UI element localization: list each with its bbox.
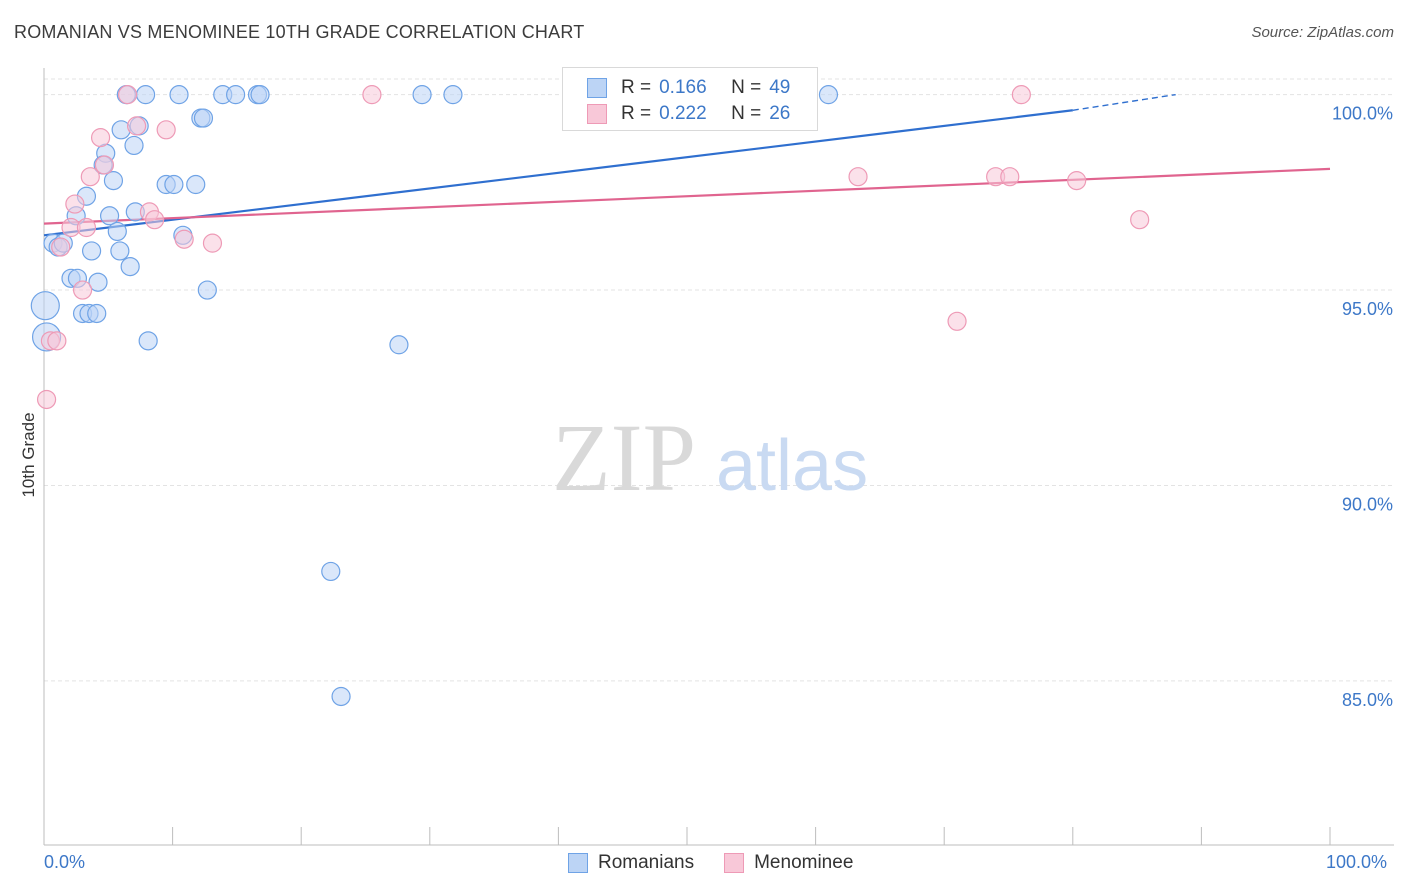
point-romanians [88,272,108,292]
point-menominee [76,217,97,238]
point-menominee [1000,167,1020,187]
point-romanians [250,85,270,105]
point-romanians [389,335,409,355]
y-tick-label: 95.0% [1342,299,1393,319]
point-menominee [947,311,967,331]
point-menominee [36,389,57,410]
point-menominee [156,120,176,140]
point-romanians [321,561,341,582]
point-romanians [107,221,127,242]
bottom-legend-swatch-romanians [568,853,588,873]
point-menominee [1011,85,1031,105]
bottom-legend-romanians: Romanians [568,852,694,874]
y-tick-label: 100.0% [1332,104,1393,124]
bottom-legend-label: Romanians [598,852,695,873]
legend-r-label: R = [621,77,652,98]
point-romanians [30,291,60,321]
point-romanians [164,174,184,195]
grid-layer [44,78,1394,682]
legend-swatch-menominee [587,104,607,124]
x-tick-label-min: 0.0% [44,852,86,872]
legend-r-value: 0.166 [659,77,707,98]
legend-row-menominee: R = 0.222 N = 26 [587,102,790,126]
y-axis-label: 10th Grade [19,412,38,497]
point-romanians [818,85,839,105]
point-menominee [72,280,93,300]
point-menominee [202,233,223,253]
point-menominee [90,128,111,148]
point-romanians [110,241,130,261]
point-romanians [99,206,120,226]
point-romanians [197,280,217,300]
legend-r-value: 0.222 [659,103,707,124]
point-romanians [226,85,246,105]
trendline-extension-romanians [1072,93,1176,111]
legend-row-romanians: R = 0.166 N = 49 [587,76,790,100]
trendline-romanians [43,109,1073,237]
point-menominee [174,229,194,249]
point-menominee [117,85,138,105]
point-romanians [169,85,189,105]
point-romanians [81,241,102,261]
point-menominee [126,116,147,136]
point-menominee [47,331,67,351]
point-romanians [120,256,140,277]
legend-swatch-romanians [587,78,607,98]
legend-n-value: 49 [769,77,791,98]
source-label: Source: ZipAtlas.com [1251,24,1394,41]
point-menominee [94,155,115,175]
legend-r-label: R = [621,103,652,124]
trendline-menominee [43,167,1331,225]
trend-layer [43,93,1331,237]
point-romanians [186,174,206,195]
point-romanians [443,85,463,105]
point-romanians [103,171,124,191]
axis-layer: 85.0% 90.0% 95.0% 100.0% [43,68,1394,846]
point-menominee [1130,210,1150,230]
point-menominee [51,237,71,257]
y-tick-label: 90.0% [1342,494,1393,514]
point-romanians [124,135,144,156]
chart-title: ROMANIAN VS MENOMINEE 10TH GRADE CORRELA… [14,22,585,42]
y-tick-label: 85.0% [1342,690,1393,710]
watermark-atlas: atlas [716,426,868,506]
point-romanians [135,85,156,105]
point-romanians [412,85,432,105]
x-tick-label-max: 100.0% [1326,852,1388,872]
bottom-legend-swatch-menominee [724,853,745,873]
point-menominee [848,167,868,187]
point-menominee [65,194,85,214]
point-menominee [80,167,100,187]
point-romanians [138,331,158,351]
legend-box: R = 0.166 N = 49 R = 0.222 N = 26 [562,67,818,131]
legend-n-value: 26 [769,103,791,124]
watermark-zip: ZIP [552,404,696,511]
watermark: ZIP atlas [552,404,868,511]
point-romanians [193,108,214,128]
bottom-legend-label: Menominee [754,852,854,873]
point-menominee [144,210,165,230]
point-menominee [362,85,382,105]
legend-n-label: N = [731,103,762,124]
point-menominee [1067,171,1087,191]
legend-n-label: N = [731,77,762,98]
bottom-legend: Romanians Menominee [568,852,883,874]
bottom-legend-menominee: Menominee [724,852,853,874]
point-romanians [87,303,107,324]
points-layer [30,85,1150,707]
point-romanians [331,686,351,707]
